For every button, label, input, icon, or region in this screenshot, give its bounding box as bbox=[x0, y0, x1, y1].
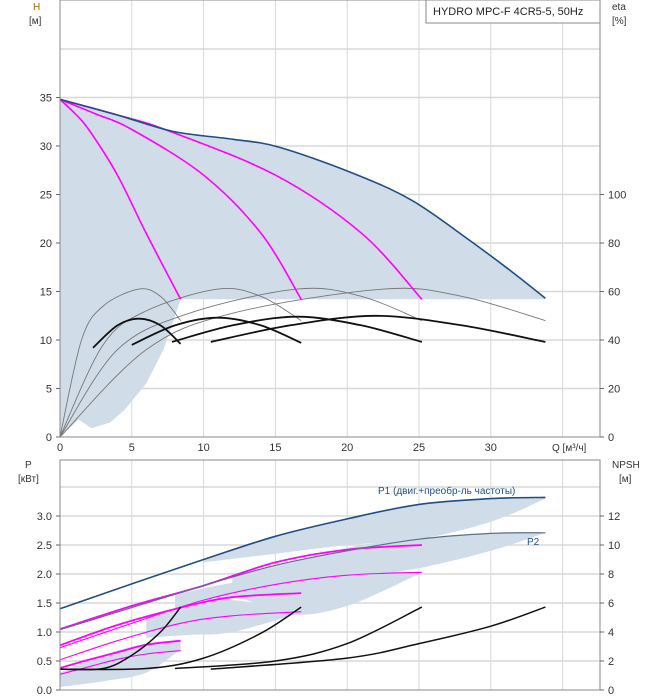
p2-annotation: P2 bbox=[527, 537, 540, 548]
h-tick-label: 5 bbox=[46, 384, 52, 396]
p-axis-unit: [кВт] bbox=[18, 474, 39, 485]
power-curve bbox=[59, 544, 422, 630]
h-axis-unit: [м] bbox=[29, 16, 42, 27]
efficiency-curve-thin bbox=[59, 287, 423, 438]
npsh-curve bbox=[174, 606, 423, 670]
operating-area bbox=[146, 599, 302, 638]
p-tick-label: 2.0 bbox=[37, 569, 52, 581]
efficiency-curve-thin bbox=[59, 287, 546, 438]
speed-curve bbox=[59, 98, 182, 300]
efficiency-curve-thick bbox=[131, 316, 302, 346]
power-curve bbox=[59, 639, 181, 669]
npsh-tick-label: 4 bbox=[608, 627, 614, 639]
operating-area bbox=[60, 99, 546, 438]
efficiency-curve-thick bbox=[210, 314, 546, 343]
h-axis-label: H bbox=[33, 2, 40, 13]
chart-title: HYDRO MPC-F 4CR5-5, 50Hz bbox=[433, 6, 583, 18]
p-tick-label: 3.0 bbox=[37, 511, 52, 523]
h-tick-label: 30 bbox=[40, 141, 52, 153]
max-speed-curve bbox=[59, 98, 546, 299]
p-tick-label: 1.5 bbox=[37, 598, 52, 610]
top-plot-frame bbox=[59, 0, 601, 438]
power-curve bbox=[59, 611, 302, 661]
npsh-tick-label: 6 bbox=[608, 598, 614, 610]
p-tick-label: 0.5 bbox=[37, 656, 52, 668]
top-curves bbox=[59, 98, 546, 438]
eta-axis-label: eta bbox=[612, 2, 626, 13]
h-tick-label: 20 bbox=[40, 238, 52, 250]
power-curve bbox=[59, 571, 422, 649]
eta-tick-label: 100 bbox=[608, 190, 626, 202]
top-tick-labels: 0 5 10 15 20 25 30 0 5 10 15 20 25 30 35 0 20 40 60 80 100 bbox=[40, 93, 627, 455]
npsh-curve bbox=[59, 606, 302, 671]
npsh-tick-label: 12 bbox=[608, 511, 620, 523]
q-tick-label: 10 bbox=[197, 442, 209, 454]
efficiency-curve-thin bbox=[59, 288, 302, 438]
eta-tick-label: 40 bbox=[608, 335, 620, 347]
npsh-curve bbox=[210, 606, 546, 670]
operating-area bbox=[203, 497, 546, 563]
p1-annotation: P1 (двиг.+преобр-ль частоты) bbox=[378, 485, 515, 497]
eta-tick-label: 0 bbox=[608, 432, 614, 444]
npsh-axis-label: NPSH bbox=[612, 460, 640, 471]
q-tick-label: 15 bbox=[269, 442, 281, 454]
q-tick-label: 20 bbox=[341, 442, 353, 454]
npsh-axis-unit: [м] bbox=[619, 474, 632, 485]
operating-area bbox=[60, 640, 181, 688]
q-tick-label: 25 bbox=[413, 442, 425, 454]
p-tick-label: 0.0 bbox=[37, 685, 52, 697]
npsh-tick-label: 0 bbox=[608, 685, 614, 697]
h-tick-label: 35 bbox=[40, 93, 52, 105]
eta-tick-label: 20 bbox=[608, 384, 620, 396]
eta-tick-label: 60 bbox=[608, 287, 620, 299]
h-tick-label: 25 bbox=[40, 190, 52, 202]
p2-curve bbox=[59, 532, 546, 631]
p1-curve bbox=[59, 496, 546, 610]
p-tick-label: 2.5 bbox=[37, 540, 52, 552]
npsh-tick-label: 8 bbox=[608, 569, 614, 581]
efficiency-curve-thick bbox=[171, 315, 423, 343]
p-axis-label: P bbox=[25, 460, 32, 471]
bottom-operating-area bbox=[60, 497, 546, 688]
h-tick-label: 15 bbox=[40, 287, 52, 299]
legend-box: HYDRO MPC-F 4CR5-5, 50Hz bbox=[425, 0, 601, 24]
top-operating-area bbox=[60, 99, 546, 438]
bottom-curves bbox=[59, 496, 546, 675]
npsh-tick-label: 10 bbox=[608, 540, 620, 552]
q-tick-label: 30 bbox=[485, 442, 497, 454]
q-tick-label: 5 bbox=[129, 442, 135, 454]
q-axis-label: Q [м³/ч] bbox=[552, 443, 587, 454]
speed-curve bbox=[59, 98, 302, 300]
h-tick-label: 10 bbox=[40, 335, 52, 347]
eta-tick-label: 80 bbox=[608, 238, 620, 250]
h-tick-label: 0 bbox=[46, 432, 52, 444]
bottom-plot-frame bbox=[59, 459, 601, 691]
p-tick-label: 1.0 bbox=[37, 627, 52, 639]
efficiency-curve-thin bbox=[59, 288, 181, 438]
q-tick-label: 0 bbox=[57, 442, 63, 454]
npsh-tick-label: 2 bbox=[608, 656, 614, 668]
efficiency-curve-thick bbox=[92, 317, 182, 349]
eta-axis-unit: [%] bbox=[612, 16, 627, 27]
bottom-tick-labels: 0.0 0.5 1.0 1.5 2.0 2.5 3.0 0 2 4 6 8 10 12 bbox=[37, 511, 621, 697]
